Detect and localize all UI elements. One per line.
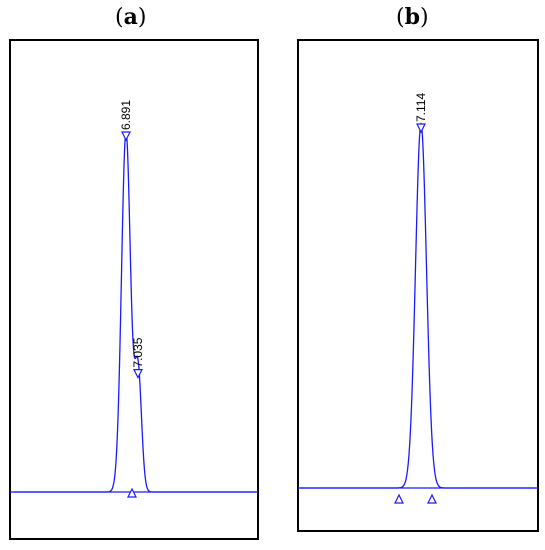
panel-a-frame	[9, 39, 259, 540]
panel-b-start-marker	[394, 493, 404, 504]
peak-a1-label: 6.891	[119, 100, 133, 130]
peak-a2-marker	[133, 369, 143, 379]
peak-a2-label: 7.035	[131, 337, 145, 367]
panel-b-label: (b)	[396, 4, 429, 30]
peak-b1-marker	[416, 123, 426, 134]
panel-a: 6.891 7.035	[9, 39, 259, 540]
panel-a-label: (a)	[115, 4, 147, 30]
panel-a-trace	[14, 131, 256, 493]
panel-a-start-marker	[127, 487, 137, 498]
peak-b1-label: 7.114	[414, 93, 428, 122]
panel-b-frame	[297, 39, 539, 532]
panel-b-end-marker	[427, 493, 437, 504]
peak-a1-marker	[121, 131, 131, 142]
panel-b: 7.114	[297, 39, 539, 532]
panel-b-letter: b	[404, 4, 420, 30]
panel-a-letter: a	[123, 4, 138, 30]
panel-b-trace	[300, 121, 536, 489]
